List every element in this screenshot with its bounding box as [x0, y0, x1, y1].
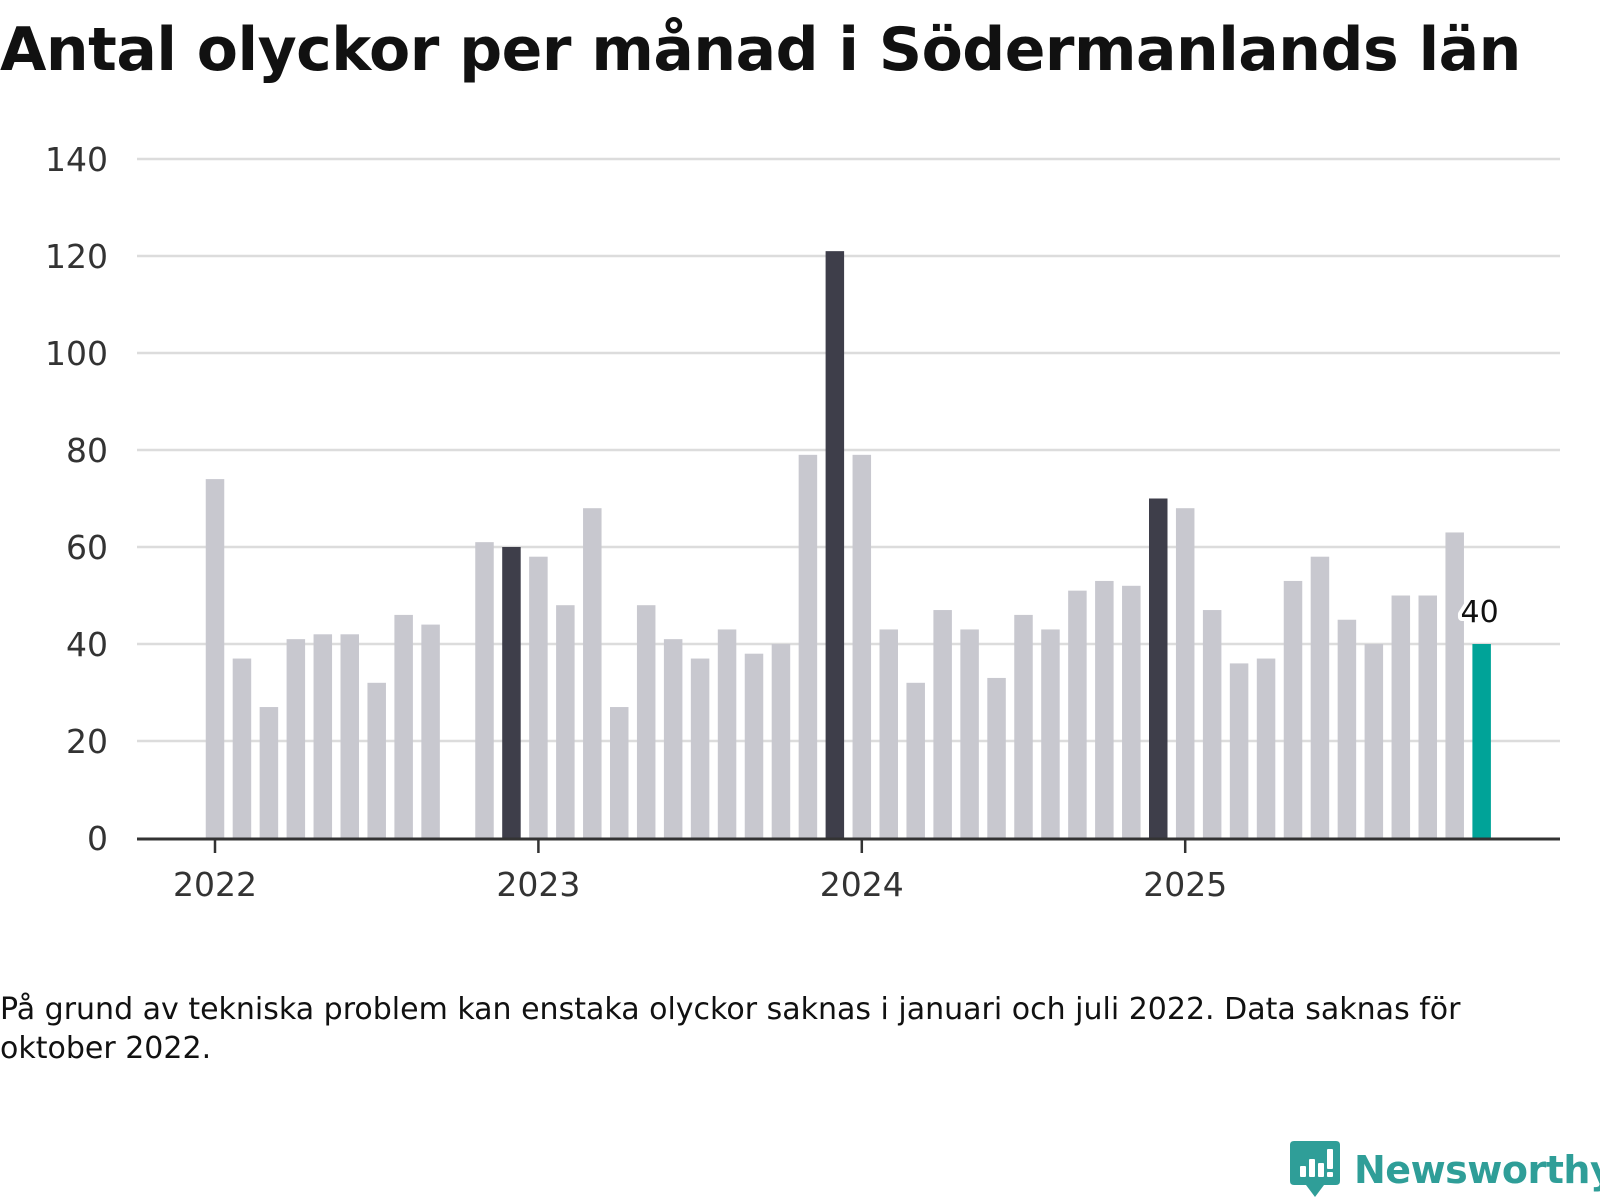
bar-44 [1364, 644, 1384, 838]
bar-3 [259, 707, 279, 838]
bar-2 [232, 658, 252, 838]
bar-22 [771, 644, 791, 838]
bars [205, 251, 1491, 838]
bar-48 [1472, 644, 1491, 838]
bar-29 [960, 629, 979, 838]
bar-5 [313, 634, 333, 838]
x-tick-label-2024: 2024 [820, 865, 904, 904]
bar-45 [1391, 595, 1411, 838]
bar-8 [394, 614, 413, 838]
bar-19 [690, 658, 710, 838]
bar-6 [340, 634, 359, 838]
bar-25 [852, 454, 872, 838]
y-tick-label-0: 0 [87, 819, 108, 858]
footnote: På grund av tekniska problem kan enstaka… [0, 992, 1461, 1066]
bar-43 [1337, 619, 1357, 838]
bar-13 [529, 556, 548, 838]
bar-34 [1095, 580, 1114, 838]
bar-42 [1310, 556, 1330, 838]
x-tick-label-2022: 2022 [173, 865, 257, 904]
newsworthy-logo-icon [1290, 1141, 1340, 1197]
bar-16 [610, 707, 629, 838]
y-tick-label-40: 40 [66, 625, 108, 664]
bar-12 [502, 547, 521, 838]
bar-39 [1229, 663, 1249, 838]
brand-name: Newsworthy [1354, 1148, 1600, 1192]
bar-31 [1014, 614, 1033, 838]
annotation-halo: 40 [1461, 595, 1499, 630]
bar-27 [906, 682, 925, 838]
brand-logo: Newsworthy [1288, 1138, 1600, 1202]
y-tick-label-20: 20 [66, 722, 108, 761]
bar-9 [421, 624, 440, 838]
chart-title: Antal olyckor per månad i Södermanlands … [0, 15, 1521, 85]
annotation-last-value: 40 [1461, 595, 1499, 630]
bar-33 [1068, 590, 1087, 838]
x-tick-label-2023: 2023 [496, 865, 580, 904]
bar-32 [1041, 629, 1060, 838]
bar-30 [987, 677, 1006, 838]
x-tick-label-2025: 2025 [1143, 865, 1227, 904]
y-tick-label-100: 100 [45, 334, 108, 373]
bar-23 [798, 454, 818, 838]
bar-40 [1256, 658, 1276, 838]
bar-21 [744, 653, 764, 838]
x-axis-ticks: 2022 2023 2024 2025 [173, 839, 1227, 904]
bar-37 [1175, 508, 1195, 838]
bar-46 [1418, 595, 1437, 838]
bar-18 [663, 639, 683, 838]
bar-17 [636, 605, 656, 838]
y-tick-label-80: 80 [66, 431, 108, 470]
bar-28 [933, 610, 952, 838]
bar-7 [367, 682, 386, 838]
bar-47 [1445, 532, 1464, 838]
bar-1 [205, 479, 225, 838]
bar-38 [1202, 610, 1222, 838]
bar-20 [717, 629, 737, 838]
y-tick-label-140: 140 [45, 140, 108, 179]
bar-4 [286, 639, 306, 838]
bar-26 [879, 629, 898, 838]
bar-35 [1122, 585, 1141, 838]
y-tick-label-120: 120 [45, 237, 108, 276]
bar-14 [556, 605, 575, 838]
bar-11 [475, 542, 494, 838]
y-tick-label-60: 60 [66, 528, 108, 567]
y-axis-ticks: 0 20 40 60 80 100 120 140 [45, 140, 108, 858]
bar-41 [1283, 580, 1303, 838]
bar-36 [1149, 498, 1168, 838]
bar-15 [583, 508, 602, 838]
bar-24 [825, 251, 845, 838]
